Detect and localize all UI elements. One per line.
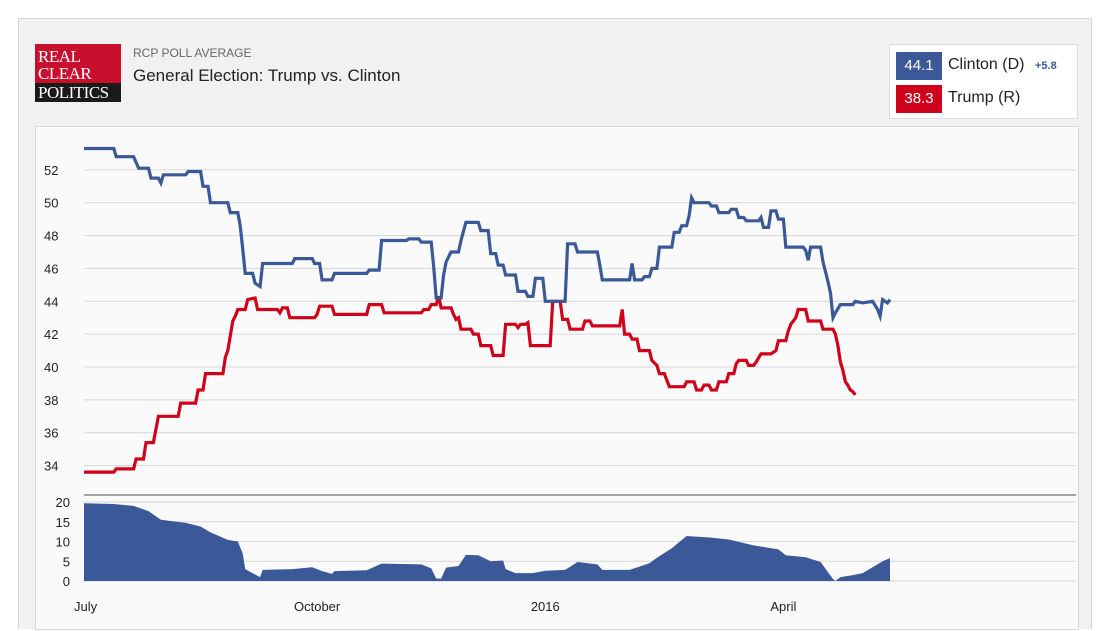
- chart-title: General Election: Trump vs. Clinton: [133, 66, 401, 85]
- x-tick-label: October: [294, 599, 341, 614]
- chart-svg[interactable]: 34 36 38 40 42 44 46 48 50 52 0 5 10 15 20 July October 2…: [36, 127, 1080, 631]
- clinton-label: Clinton (D): [948, 56, 1025, 73]
- y-tick-label: 52: [44, 163, 58, 178]
- y-tick-label: 48: [44, 229, 58, 244]
- x-tick-label: April: [770, 599, 796, 614]
- y-tick-label: 34: [44, 459, 58, 474]
- trump-value-badge: 38.3: [896, 85, 942, 113]
- spread-area: [84, 503, 890, 581]
- clinton-spread: +5.8: [1035, 60, 1057, 72]
- logo-line-1: REAL: [38, 47, 81, 66]
- y-tick-label: 42: [44, 327, 58, 342]
- y-tick-label: 40: [44, 360, 58, 375]
- trump-label: Trump (R): [948, 89, 1021, 106]
- x-tick-label: 2016: [531, 599, 560, 614]
- x-tick-label: July: [74, 599, 98, 614]
- trump-line: [84, 295, 857, 474]
- clinton-value-badge: 44.1: [896, 52, 942, 80]
- y-tick-label: 50: [44, 196, 58, 211]
- y-tick-label: 38: [44, 393, 58, 408]
- spread-y-tick-label: 10: [56, 535, 70, 550]
- logo-line-2: CLEAR: [38, 64, 92, 83]
- spread-y-tick-label: 15: [56, 515, 70, 530]
- y-tick-label: 44: [44, 294, 58, 309]
- spread-y-tick-label: 5: [63, 554, 70, 569]
- chart-area: 34 36 38 40 42 44 46 48 50 52 0 5 10 15 20 July October 2…: [35, 126, 1079, 630]
- spread-y-tick-label: 0: [63, 574, 70, 589]
- realclearpolitics-logo[interactable]: REAL CLEAR POLITICS: [35, 44, 121, 102]
- logo-line-3: POLITICS: [38, 83, 109, 102]
- chart-widget: REAL CLEAR POLITICS RCP POLL AVERAGE Gen…: [18, 18, 1092, 630]
- y-tick-label: 36: [44, 426, 58, 441]
- legend-item-trump[interactable]: 38.3 Trump (R): [896, 85, 1076, 113]
- legend: 44.1 Clinton (D) +5.8 38.3 Trump (R): [889, 44, 1078, 119]
- logo-dark-bar: [35, 83, 121, 102]
- clinton-line: [84, 146, 892, 324]
- chart-supertitle: RCP POLL AVERAGE: [133, 46, 252, 60]
- spread-y-tick-label: 20: [56, 495, 70, 510]
- legend-item-clinton[interactable]: 44.1 Clinton (D) +5.8: [896, 52, 1076, 80]
- y-tick-label: 46: [44, 261, 58, 276]
